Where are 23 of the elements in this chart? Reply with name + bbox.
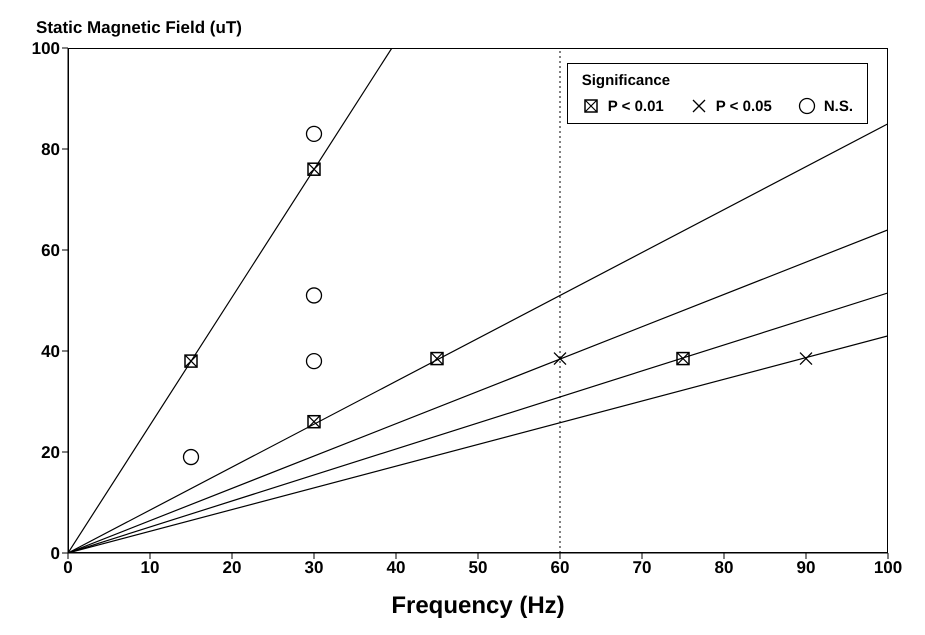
- x-tick-label: 50: [468, 558, 488, 578]
- x-axis-title: Frequency (Hz): [391, 592, 565, 619]
- x-tick-label: 20: [222, 558, 242, 578]
- legend-label: P < 0.01: [608, 98, 664, 114]
- y-axis-title: Static Magnetic Field (uT): [36, 18, 242, 38]
- legend-label: N.S.: [824, 98, 853, 114]
- y-tick-label: 80: [41, 140, 60, 160]
- x-tick-label: 90: [796, 558, 816, 578]
- legend-title: Significance: [582, 72, 672, 89]
- x-tick-label: 10: [140, 558, 160, 578]
- x-tick-label: 100: [874, 558, 902, 578]
- y-tick-label: 40: [41, 342, 60, 362]
- legend-label: P < 0.05: [716, 98, 772, 114]
- x-tick-label: 60: [550, 558, 570, 578]
- x-tick-label: 30: [304, 558, 324, 578]
- y-tick-label: 60: [41, 241, 60, 260]
- y-tick-label: 0: [50, 544, 60, 564]
- x-tick-label: 40: [386, 558, 406, 578]
- x-tick-label: 0: [63, 558, 73, 578]
- y-tick-label: 20: [41, 443, 60, 462]
- x-tick-label: 80: [714, 558, 734, 578]
- x-tick-label: 70: [632, 558, 652, 578]
- y-tick-label: 100: [32, 39, 60, 58]
